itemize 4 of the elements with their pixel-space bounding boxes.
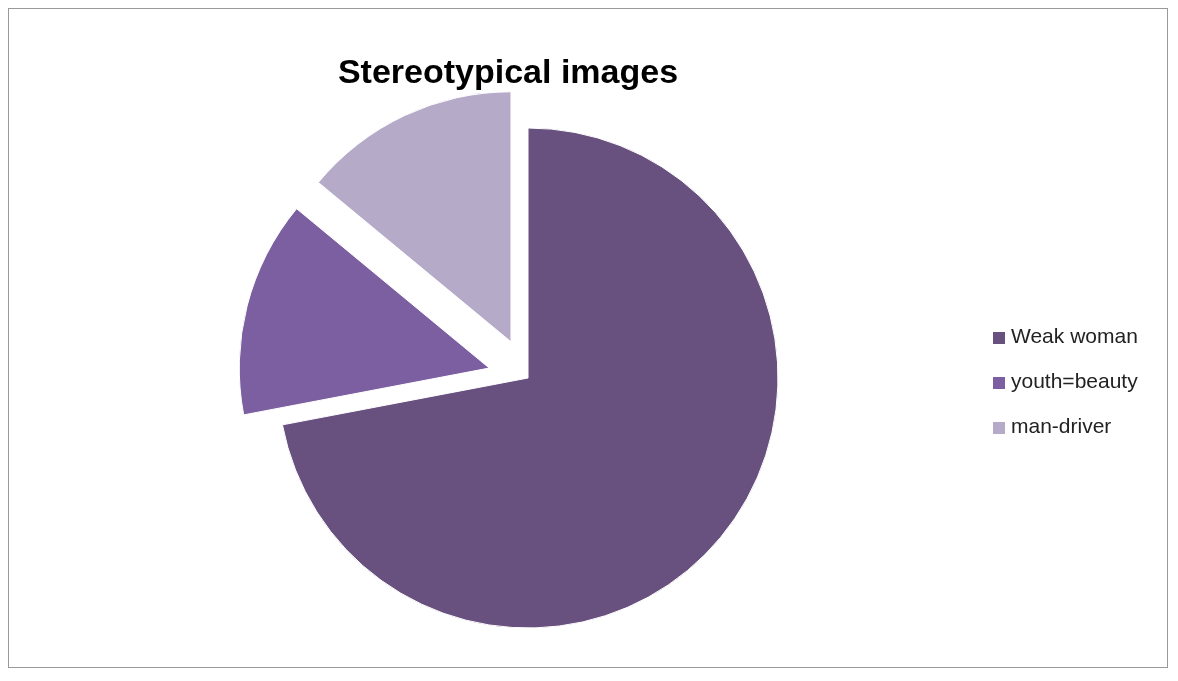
legend-label: Weak woman [1011, 324, 1138, 347]
legend-label: youth=beauty [1011, 369, 1139, 392]
chart-title: Stereotypical images [337, 52, 679, 90]
legend-label: man-driver [1011, 414, 1112, 437]
